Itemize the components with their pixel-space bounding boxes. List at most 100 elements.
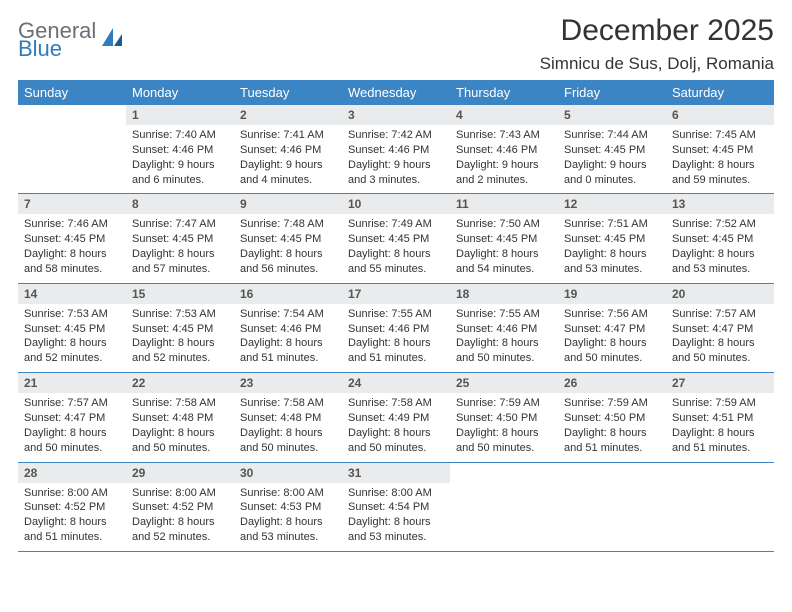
day-number: 12 [558,194,666,214]
sunset-text: Sunset: 4:50 PM [456,411,552,426]
day-cell: 6Sunrise: 7:45 AMSunset: 4:45 PMDaylight… [666,105,774,193]
day-cell: 29Sunrise: 8:00 AMSunset: 4:52 PMDayligh… [126,463,234,551]
day-body: Sunrise: 7:45 AMSunset: 4:45 PMDaylight:… [666,125,774,193]
sunrise-text: Sunrise: 7:43 AM [456,128,552,143]
month-title: December 2025 [540,14,774,48]
day-body: Sunrise: 7:43 AMSunset: 4:46 PMDaylight:… [450,125,558,193]
day-number: 18 [450,284,558,304]
logo-text-block: General Blue [18,20,96,60]
sunset-text: Sunset: 4:46 PM [348,143,444,158]
daylight-text: Daylight: 8 hours and 59 minutes. [672,158,768,188]
dow-tuesday: Tuesday [234,80,342,105]
sunrise-text: Sunrise: 7:41 AM [240,128,336,143]
daylight-text: Daylight: 8 hours and 54 minutes. [456,247,552,277]
daylight-text: Daylight: 8 hours and 52 minutes. [132,515,228,545]
sunset-text: Sunset: 4:45 PM [348,232,444,247]
sunrise-text: Sunrise: 8:00 AM [132,486,228,501]
daylight-text: Daylight: 8 hours and 50 minutes. [24,426,120,456]
dow-wednesday: Wednesday [342,80,450,105]
calendar: Sunday Monday Tuesday Wednesday Thursday… [18,80,774,552]
sunrise-text: Sunrise: 7:55 AM [348,307,444,322]
day-body: Sunrise: 7:55 AMSunset: 4:46 PMDaylight:… [342,304,450,372]
day-number: 25 [450,373,558,393]
sunset-text: Sunset: 4:45 PM [24,322,120,337]
day-cell: 20Sunrise: 7:57 AMSunset: 4:47 PMDayligh… [666,284,774,372]
daylight-text: Daylight: 8 hours and 50 minutes. [132,426,228,456]
day-cell: 24Sunrise: 7:58 AMSunset: 4:49 PMDayligh… [342,373,450,461]
weeks-container: 1Sunrise: 7:40 AMSunset: 4:46 PMDaylight… [18,105,774,552]
dow-friday: Friday [558,80,666,105]
sunrise-text: Sunrise: 7:57 AM [672,307,768,322]
daylight-text: Daylight: 9 hours and 2 minutes. [456,158,552,188]
daylight-text: Daylight: 8 hours and 57 minutes. [132,247,228,277]
day-number: 9 [234,194,342,214]
day-number: 24 [342,373,450,393]
daylight-text: Daylight: 8 hours and 53 minutes. [240,515,336,545]
daylight-text: Daylight: 9 hours and 0 minutes. [564,158,660,188]
sunrise-text: Sunrise: 7:47 AM [132,217,228,232]
day-body: Sunrise: 7:54 AMSunset: 4:46 PMDaylight:… [234,304,342,372]
sunset-text: Sunset: 4:48 PM [240,411,336,426]
week-row: 7Sunrise: 7:46 AMSunset: 4:45 PMDaylight… [18,194,774,283]
day-number: 29 [126,463,234,483]
day-body: Sunrise: 7:59 AMSunset: 4:50 PMDaylight:… [558,393,666,461]
sunset-text: Sunset: 4:45 PM [132,322,228,337]
day-body: Sunrise: 7:53 AMSunset: 4:45 PMDaylight:… [18,304,126,372]
sunset-text: Sunset: 4:46 PM [240,322,336,337]
day-number: 11 [450,194,558,214]
day-number: 31 [342,463,450,483]
dow-saturday: Saturday [666,80,774,105]
day-number: 8 [126,194,234,214]
day-number: 20 [666,284,774,304]
day-cell: 27Sunrise: 7:59 AMSunset: 4:51 PMDayligh… [666,373,774,461]
dow-monday: Monday [126,80,234,105]
sunrise-text: Sunrise: 7:54 AM [240,307,336,322]
daylight-text: Daylight: 8 hours and 50 minutes. [456,426,552,456]
sunrise-text: Sunrise: 7:49 AM [348,217,444,232]
day-body: Sunrise: 7:59 AMSunset: 4:51 PMDaylight:… [666,393,774,461]
sunset-text: Sunset: 4:51 PM [672,411,768,426]
day-cell: 1Sunrise: 7:40 AMSunset: 4:46 PMDaylight… [126,105,234,193]
day-number: 22 [126,373,234,393]
sunset-text: Sunset: 4:49 PM [348,411,444,426]
sunrise-text: Sunrise: 7:42 AM [348,128,444,143]
day-number: 13 [666,194,774,214]
day-number: 15 [126,284,234,304]
sunset-text: Sunset: 4:47 PM [672,322,768,337]
day-number: 28 [18,463,126,483]
day-number: 30 [234,463,342,483]
day-cell: 13Sunrise: 7:52 AMSunset: 4:45 PMDayligh… [666,194,774,282]
day-body: Sunrise: 7:47 AMSunset: 4:45 PMDaylight:… [126,214,234,282]
sunrise-text: Sunrise: 7:59 AM [672,396,768,411]
day-body: Sunrise: 7:55 AMSunset: 4:46 PMDaylight:… [450,304,558,372]
day-cell: 22Sunrise: 7:58 AMSunset: 4:48 PMDayligh… [126,373,234,461]
sunset-text: Sunset: 4:46 PM [456,322,552,337]
sunrise-text: Sunrise: 7:56 AM [564,307,660,322]
dow-sunday: Sunday [18,80,126,105]
day-body: Sunrise: 7:57 AMSunset: 4:47 PMDaylight:… [666,304,774,372]
day-of-week-row: Sunday Monday Tuesday Wednesday Thursday… [18,80,774,105]
day-cell: 5Sunrise: 7:44 AMSunset: 4:45 PMDaylight… [558,105,666,193]
day-cell [18,105,126,193]
day-cell: 28Sunrise: 8:00 AMSunset: 4:52 PMDayligh… [18,463,126,551]
day-cell: 2Sunrise: 7:41 AMSunset: 4:46 PMDaylight… [234,105,342,193]
sunset-text: Sunset: 4:52 PM [24,500,120,515]
week-row: 21Sunrise: 7:57 AMSunset: 4:47 PMDayligh… [18,373,774,462]
sunset-text: Sunset: 4:50 PM [564,411,660,426]
header: General Blue December 2025 Simnicu de Su… [18,14,774,74]
daylight-text: Daylight: 8 hours and 53 minutes. [564,247,660,277]
sunset-text: Sunset: 4:47 PM [564,322,660,337]
sunrise-text: Sunrise: 7:53 AM [24,307,120,322]
day-body: Sunrise: 7:53 AMSunset: 4:45 PMDaylight:… [126,304,234,372]
day-cell: 10Sunrise: 7:49 AMSunset: 4:45 PMDayligh… [342,194,450,282]
day-number: 16 [234,284,342,304]
daylight-text: Daylight: 8 hours and 50 minutes. [456,336,552,366]
sunset-text: Sunset: 4:46 PM [348,322,444,337]
sunset-text: Sunset: 4:46 PM [240,143,336,158]
day-body: Sunrise: 8:00 AMSunset: 4:52 PMDaylight:… [126,483,234,551]
day-cell: 26Sunrise: 7:59 AMSunset: 4:50 PMDayligh… [558,373,666,461]
day-number: 21 [18,373,126,393]
day-number: 17 [342,284,450,304]
day-body: Sunrise: 8:00 AMSunset: 4:54 PMDaylight:… [342,483,450,551]
sunset-text: Sunset: 4:45 PM [456,232,552,247]
